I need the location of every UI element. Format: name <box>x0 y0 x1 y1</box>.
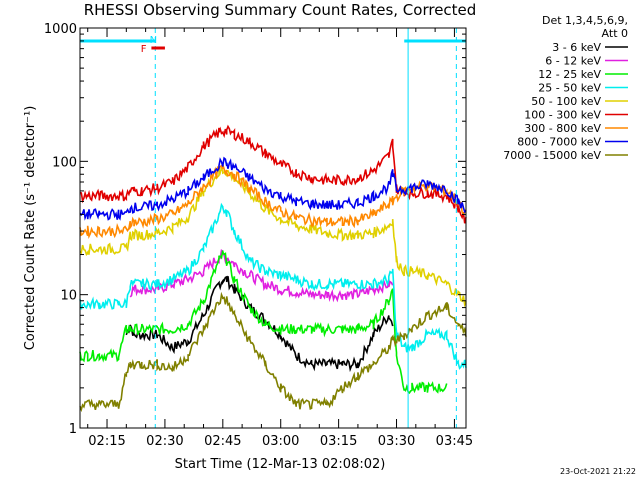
x-tick-label: 03:15 <box>320 434 357 449</box>
y-tick-label: 1000 <box>44 22 77 37</box>
legend-label: 25 - 50 keV <box>538 82 601 95</box>
legend-label: 50 - 100 keV <box>531 95 601 108</box>
series-50-100-kev <box>79 166 467 308</box>
x-axis-label: Start Time (12-Mar-13 02:08:02) <box>175 457 386 472</box>
x-tick-label: 03:45 <box>436 434 473 449</box>
legend-header-2: Att 0 <box>602 27 628 40</box>
y-tick-label: 1 <box>69 422 77 437</box>
y-tick-label: 10 <box>60 289 77 304</box>
series-800-7000-kev <box>79 156 467 221</box>
x-tick-label: 02:15 <box>88 434 125 449</box>
series-7000-15000-kev <box>79 291 467 413</box>
overlay-layer: FN <box>80 28 466 428</box>
x-tick-label: 02:30 <box>146 434 183 449</box>
series-layer <box>79 124 467 413</box>
flag-marker-f: F <box>141 44 147 55</box>
legend-label: 800 - 7000 keV <box>517 136 601 149</box>
axis-layer: 1 10 100 1000 02:15 02:30 02:45 03:00 03:15 03:30… <box>44 22 473 449</box>
series-6-12-kev <box>129 249 394 303</box>
legend-label: 6 - 12 keV <box>545 55 601 68</box>
legend-label: 300 - 800 keV <box>524 122 601 135</box>
legend-label: 100 - 300 keV <box>524 109 601 122</box>
legend-header-1: Det 1,3,4,5,6,9, <box>542 14 628 27</box>
y-tick-label: 100 <box>52 155 77 170</box>
y-axis-label: Corrected Count Rate (s⁻¹ detector⁻¹) <box>23 106 38 351</box>
legend-label: 7000 - 15000 keV <box>503 149 601 162</box>
timestamp: 23-Oct-2021 21:22 <box>560 467 636 476</box>
series-12-25-kev <box>79 250 448 395</box>
legend-label: 3 - 6 keV <box>552 41 601 54</box>
flag-marker-n: N <box>150 35 157 46</box>
series-25-50-kev <box>79 202 467 370</box>
legend-label: 12 - 25 keV <box>538 68 601 81</box>
plot-frame <box>79 27 467 429</box>
x-tick-label: 03:00 <box>262 434 299 449</box>
x-tick-label: 03:30 <box>378 434 415 449</box>
chart-title: RHESSI Observing Summary Count Rates, Co… <box>84 1 477 19</box>
x-tick-label: 02:45 <box>204 434 241 449</box>
